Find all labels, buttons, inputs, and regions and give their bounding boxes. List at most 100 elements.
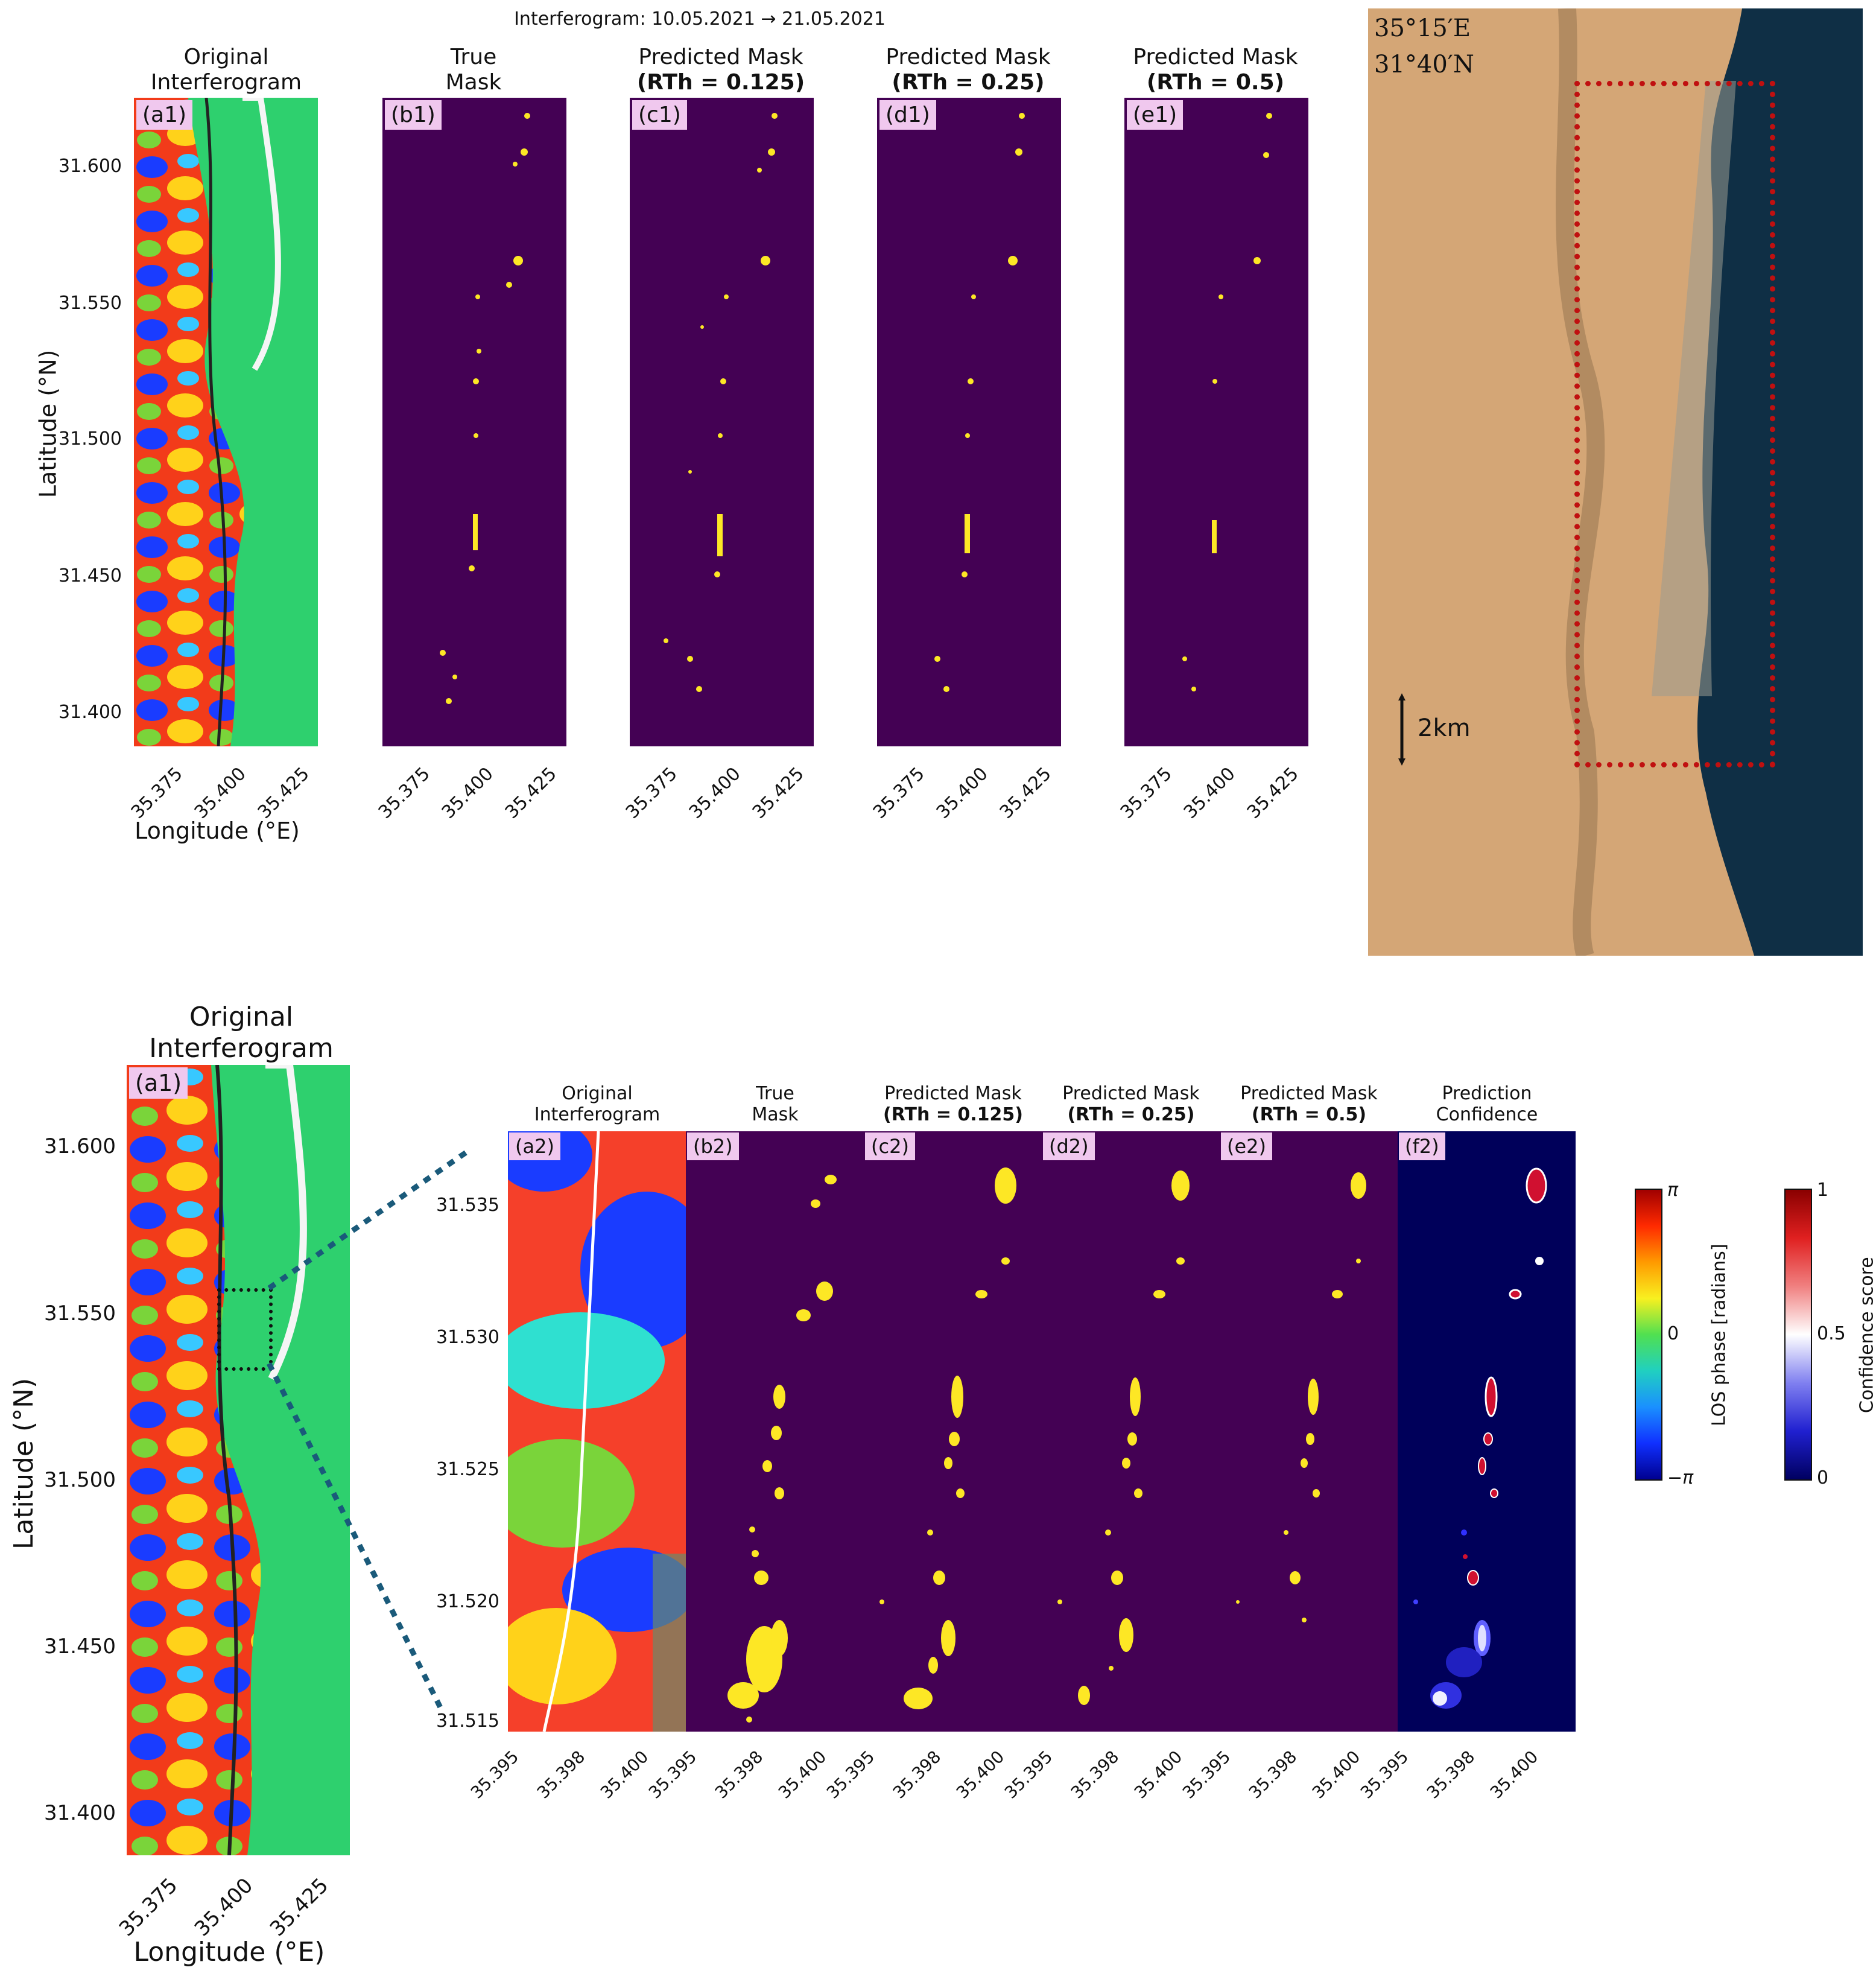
y-tick-label: 31.550 bbox=[59, 293, 122, 314]
zoom-title-e2: Predicted Mask (RTh = 0.5) bbox=[1218, 1083, 1399, 1126]
zoom-region-box bbox=[217, 1288, 273, 1371]
x-axis-label: Longitude (°E) bbox=[133, 1937, 325, 1968]
mask-spots bbox=[1057, 1170, 1190, 1705]
mask-spots bbox=[440, 113, 530, 704]
title-line: (RTh = 0.125) bbox=[636, 70, 805, 95]
confidence-spots bbox=[1413, 1167, 1547, 1709]
mask-panel-d1: (d1) bbox=[877, 98, 1061, 746]
title-line: Predicted Mask bbox=[638, 45, 803, 69]
panel-tag-a1: (a1) bbox=[136, 100, 193, 130]
panel-tag-c1: (c1) bbox=[632, 100, 687, 130]
y-tick-label: 31.520 bbox=[436, 1591, 499, 1612]
mask-panel-c1: (c1) bbox=[630, 98, 814, 746]
scale-bar-icon bbox=[1398, 693, 1405, 766]
mask-panel-b2: (b2) bbox=[686, 1131, 864, 1732]
confidence-colorbar-mid: 0.5 bbox=[1817, 1323, 1846, 1344]
y-tick-label: 31.450 bbox=[59, 565, 122, 586]
y-tick-label: 31.515 bbox=[436, 1710, 499, 1732]
title-line: Predicted Mask bbox=[886, 45, 1051, 69]
top-title-e1: Predicted Mask (RTh = 0.5) bbox=[1122, 45, 1309, 96]
panel-tag-e1: (e1) bbox=[1127, 100, 1184, 130]
mask-spots bbox=[879, 1167, 1016, 1709]
zoom-title-b2: True Mask bbox=[685, 1083, 866, 1126]
x-axis-label: Longitude (°E) bbox=[135, 818, 300, 844]
mask-spots bbox=[934, 113, 1025, 692]
interferogram-panel-a1-bottom: (a1) bbox=[127, 1065, 350, 1855]
title-line: (RTh = 0.25) bbox=[1067, 1104, 1195, 1126]
satellite-map: 35°15′E 31°40′N 2km bbox=[1368, 8, 1863, 956]
title-line: Interferogram bbox=[534, 1104, 661, 1126]
mask-panel-e2: (e2) bbox=[1220, 1131, 1398, 1732]
title-line: Prediction bbox=[1442, 1083, 1532, 1104]
title-line: Confidence bbox=[1436, 1104, 1538, 1126]
interferogram-texture bbox=[127, 1065, 307, 1855]
title-line: Predicted Mask bbox=[884, 1083, 1022, 1104]
mask-spots bbox=[1182, 113, 1272, 691]
title-line: Interferogram bbox=[149, 1032, 334, 1064]
panel-tag-f2: (f2) bbox=[1399, 1132, 1445, 1160]
phase-colorbar-label: LOS phase [radians] bbox=[1708, 1244, 1730, 1426]
interferogram-panel-a1: (a1) bbox=[134, 98, 318, 746]
mask-panel-d2: (d2) bbox=[1042, 1131, 1220, 1732]
title-line: (RTh = 0.5) bbox=[1146, 70, 1285, 95]
title-line: True bbox=[756, 1083, 794, 1104]
title-line: True bbox=[450, 45, 497, 69]
interferogram-texture bbox=[508, 1131, 686, 1732]
top-title-d1: Predicted Mask (RTh = 0.25) bbox=[875, 45, 1062, 96]
zoom-title-d2: Predicted Mask (RTh = 0.25) bbox=[1041, 1083, 1222, 1126]
zoom-title-a2: Original Interferogram bbox=[507, 1083, 688, 1126]
panel-tag-d2: (d2) bbox=[1043, 1132, 1095, 1160]
interferogram-panel-a2: (a2) bbox=[508, 1131, 686, 1732]
panel-tag-d1: (d1) bbox=[879, 100, 936, 130]
title-line: (RTh = 0.25) bbox=[892, 70, 1045, 95]
scale-bar-label: 2km bbox=[1418, 714, 1471, 742]
title-line: Original bbox=[562, 1083, 633, 1104]
mask-panel-b1: (b1) bbox=[382, 98, 566, 746]
mask-spots bbox=[664, 113, 778, 692]
y-tick-label: 31.530 bbox=[436, 1327, 499, 1348]
phase-colorbar-top: π bbox=[1667, 1180, 1679, 1201]
title-line: Mask bbox=[752, 1104, 799, 1126]
y-tick-label: 31.600 bbox=[59, 156, 122, 177]
phase-colorbar bbox=[1635, 1189, 1662, 1481]
panel-tag-c2: (c2) bbox=[865, 1132, 915, 1160]
title-line: Original bbox=[189, 1002, 294, 1032]
phase-colorbar-bottom: −π bbox=[1667, 1467, 1694, 1488]
title-line: Predicted Mask bbox=[1133, 45, 1298, 69]
panel-tag-b1: (b1) bbox=[385, 100, 442, 130]
y-tick-label: 31.400 bbox=[44, 1801, 116, 1825]
interferogram-texture bbox=[134, 98, 281, 746]
title-line: Mask bbox=[445, 70, 502, 95]
mask-panel-e1: (e1) bbox=[1124, 98, 1308, 746]
panel-tag-e2: (e2) bbox=[1221, 1132, 1273, 1160]
zoom-title-f2: Prediction Confidence bbox=[1396, 1083, 1577, 1126]
top-title-a1: Original Interferogram bbox=[112, 45, 341, 96]
bottom-title-a1: Original Interferogram bbox=[115, 1002, 368, 1064]
study-area-box bbox=[1574, 81, 1775, 767]
mask-spots bbox=[1236, 1172, 1366, 1622]
title-line: Interferogram bbox=[150, 70, 302, 95]
top-title-c1: Predicted Mask (RTh = 0.125) bbox=[627, 45, 814, 96]
y-tick-label: 31.535 bbox=[436, 1195, 499, 1216]
confidence-colorbar bbox=[1784, 1189, 1812, 1481]
confidence-colorbar-bottom: 0 bbox=[1817, 1467, 1829, 1488]
panel-tag-a2: (a2) bbox=[509, 1132, 560, 1160]
y-tick-label: 31.600 bbox=[44, 1134, 116, 1158]
title-line: Original bbox=[183, 45, 269, 69]
title-line: (RTh = 0.5) bbox=[1251, 1104, 1367, 1126]
y-tick-label: 31.550 bbox=[44, 1301, 116, 1326]
figure-suptitle: Interferogram: 10.05.2021 → 21.05.2021 bbox=[514, 8, 886, 30]
confidence-colorbar-top: 1 bbox=[1817, 1180, 1829, 1201]
y-tick-label: 31.450 bbox=[44, 1634, 116, 1659]
panel-tag-b2: (b2) bbox=[687, 1132, 739, 1160]
zoom-title-c2: Predicted Mask (RTh = 0.125) bbox=[863, 1083, 1044, 1126]
title-line: (RTh = 0.125) bbox=[883, 1104, 1023, 1126]
y-tick-label: 31.500 bbox=[59, 428, 122, 449]
panel-tag-a1-bottom: (a1) bbox=[129, 1067, 188, 1099]
map-lat-label: 31°40′N bbox=[1374, 51, 1474, 78]
y-tick-label: 31.500 bbox=[44, 1468, 116, 1492]
satellite-image bbox=[1368, 8, 1863, 956]
y-tick-label: 31.525 bbox=[436, 1459, 499, 1480]
confidence-colorbar-label: Confidence score bbox=[1856, 1257, 1876, 1414]
